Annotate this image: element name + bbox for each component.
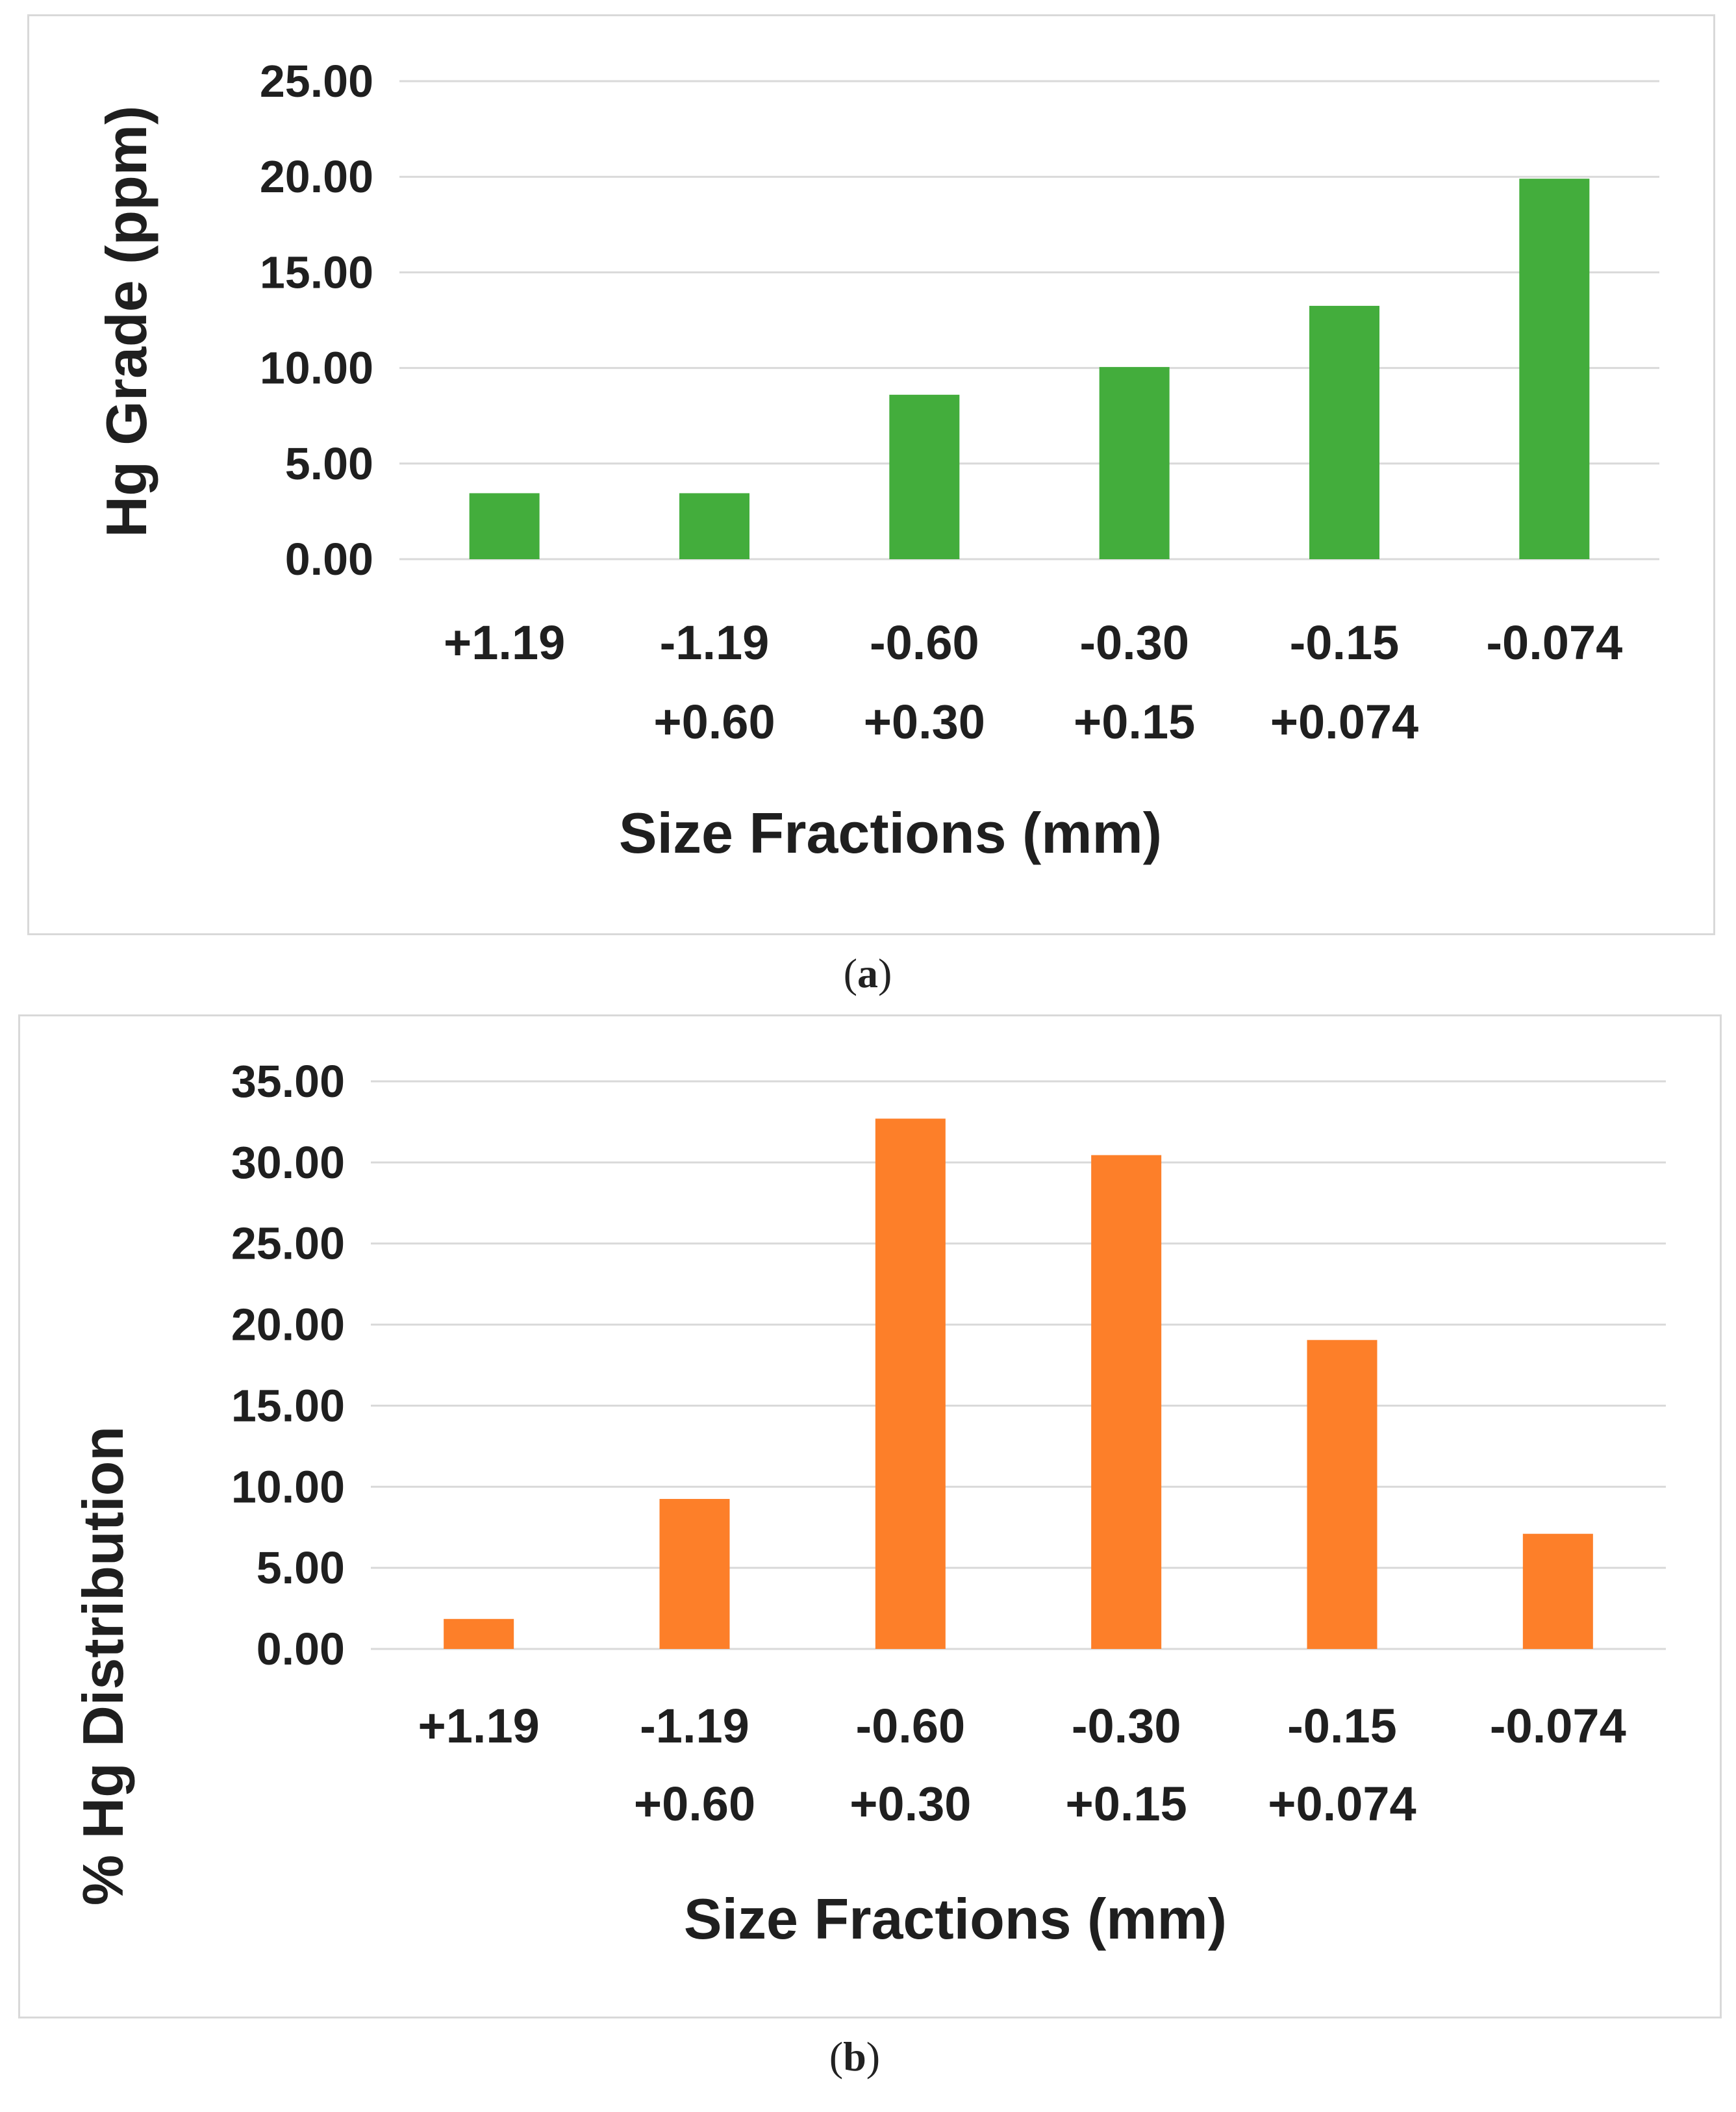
bar-b-5 <box>1522 1533 1593 1649</box>
x-category-label-b-5-0: -0.074 <box>1490 1699 1626 1753</box>
bar-b-1 <box>659 1499 730 1649</box>
y-axis-title-b: % Hg Distribution <box>71 1426 135 1905</box>
bar-chart-a: 0.00 5.00 10.00 15.00 20.00 25.00 +1.19 -1.19 +0… <box>94 56 1659 865</box>
x-category-label-a-2-1: +0.30 <box>864 695 985 749</box>
y-tick-label-a-1: 5.00 <box>285 438 373 489</box>
y-tick-label-b-6: 30.00 <box>231 1137 345 1188</box>
bar-a-5 <box>1519 179 1590 559</box>
y-tick-label-b-4: 20.00 <box>231 1300 345 1350</box>
caption-b: (b) <box>829 2033 881 2080</box>
bar-a-3 <box>1099 367 1170 559</box>
y-tick-label-a-3: 15.00 <box>260 247 373 297</box>
y-tick-label-a-4: 20.00 <box>260 151 373 202</box>
bar-b-4 <box>1307 1340 1377 1649</box>
x-category-label-a-3-1: +0.15 <box>1074 695 1195 749</box>
chart-panel-b: 0.00 5.00 10.00 15.00 20.00 25.00 30.00 35.00 +1… <box>18 1014 1722 2018</box>
y-tick-label-b-0: 0.00 <box>257 1624 345 1674</box>
y-tick-label-a-0: 0.00 <box>285 534 373 585</box>
chart-panel-a: 0.00 5.00 10.00 15.00 20.00 25.00 +1.19 -1.19 +0… <box>27 14 1715 935</box>
bar-b-2 <box>875 1118 946 1649</box>
bar-b-3 <box>1091 1155 1162 1649</box>
x-category-label-a-1-0: -1.19 <box>660 616 770 670</box>
x-category-label-a-4-0: -0.15 <box>1290 616 1400 670</box>
caption-a: (a) <box>843 950 892 996</box>
x-category-label-b-4-0: -0.15 <box>1287 1699 1397 1753</box>
bar-a-1 <box>679 493 749 559</box>
x-category-label-a-1-1: +0.60 <box>653 695 775 749</box>
x-category-label-b-2-1: +0.30 <box>849 1777 971 1831</box>
x-axis-title-b: Size Fractions (mm) <box>684 1887 1227 1951</box>
x-category-label-a-0-0: +1.19 <box>444 616 565 670</box>
x-category-label-b-1-1: +0.60 <box>634 1777 755 1831</box>
x-category-label-b-0-0: +1.19 <box>418 1699 540 1753</box>
y-tick-label-b-5: 25.00 <box>231 1218 345 1269</box>
y-tick-label-b-1: 5.00 <box>257 1542 345 1593</box>
y-tick-label-a-5: 25.00 <box>260 56 373 107</box>
bar-b-0 <box>444 1618 514 1649</box>
y-tick-label-a-2: 10.00 <box>260 343 373 394</box>
bar-a-0 <box>469 493 540 559</box>
x-category-label-a-3-0: -0.30 <box>1079 616 1189 670</box>
x-category-label-b-3-1: +0.15 <box>1066 1777 1187 1831</box>
y-axis-title-a: Hg Grade (ppm) <box>94 106 158 538</box>
y-tick-label-b-2: 10.00 <box>231 1461 345 1512</box>
x-category-label-b-4-1: +0.074 <box>1268 1777 1416 1831</box>
y-tick-label-b-3: 15.00 <box>231 1380 345 1431</box>
bar-a-4 <box>1309 305 1379 559</box>
x-axis-title-a: Size Fractions (mm) <box>619 801 1162 865</box>
bar-chart-b: 0.00 5.00 10.00 15.00 20.00 25.00 30.00 35.00 +1… <box>71 1056 1666 1951</box>
x-category-label-b-2-0: -0.60 <box>855 1699 965 1753</box>
x-category-label-a-5-0: -0.074 <box>1486 616 1622 670</box>
x-category-label-b-1-0: -1.19 <box>640 1699 749 1753</box>
x-category-label-b-3-0: -0.30 <box>1072 1699 1181 1753</box>
x-category-label-a-2-0: -0.60 <box>870 616 979 670</box>
x-category-label-a-4-1: +0.074 <box>1270 695 1418 749</box>
y-tick-label-b-7: 35.00 <box>231 1056 345 1107</box>
bar-a-2 <box>889 394 960 559</box>
